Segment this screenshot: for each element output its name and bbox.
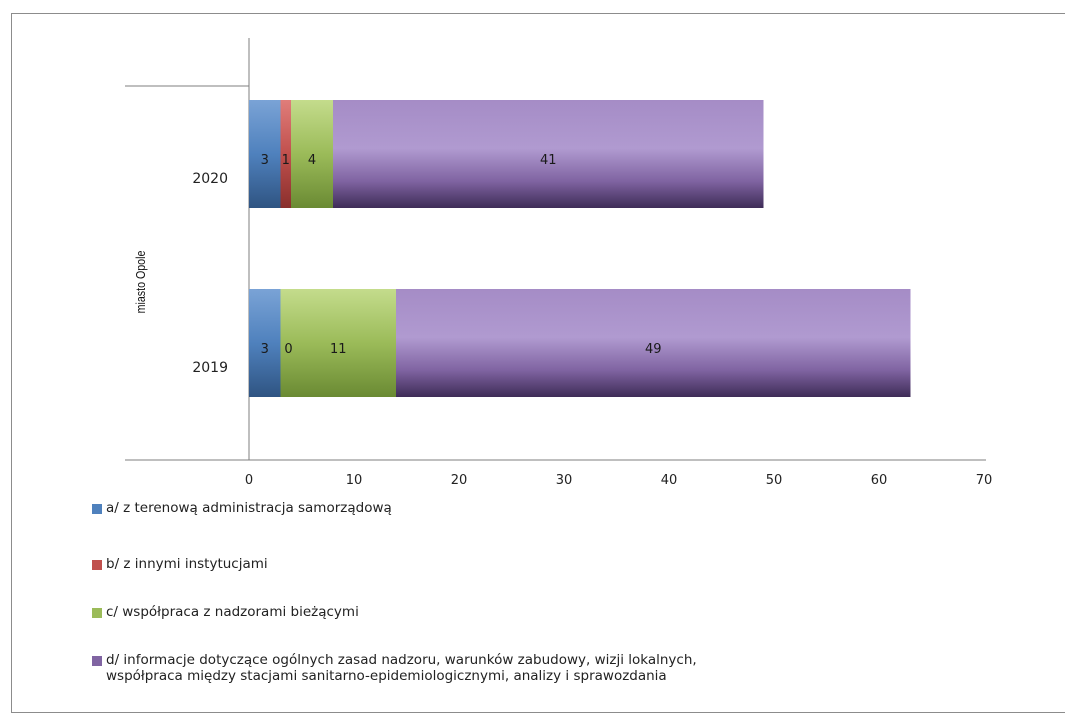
- x-tick-label: 60: [871, 473, 888, 488]
- x-tick-label: 70: [976, 473, 993, 488]
- data-label: 1: [282, 153, 290, 168]
- x-tick-label: 10: [346, 473, 363, 488]
- legend-label: b/ z innymi instytucjami: [106, 556, 268, 572]
- y-category-label: 2019: [192, 360, 228, 376]
- bar-segment: [396, 289, 911, 397]
- y-category-label: 2020: [192, 171, 228, 187]
- legend-swatch: [92, 560, 102, 570]
- data-label: 41: [540, 153, 557, 168]
- legend-swatch: [92, 504, 102, 514]
- data-label: 3: [261, 153, 269, 168]
- bar-segment: [333, 100, 764, 208]
- bar-segment: [291, 100, 333, 208]
- legend-label: a/ z terenową administracja samorządową: [106, 500, 392, 516]
- bar-segment: [280, 289, 396, 397]
- bar-segment: [280, 100, 291, 208]
- data-label: 11: [330, 342, 347, 357]
- x-tick-label: 0: [245, 473, 253, 488]
- legend-label: c/ współpraca z nadzorami bieżącymi: [106, 604, 359, 620]
- chart-bars: [249, 100, 911, 397]
- data-label: 4: [308, 153, 316, 168]
- x-tick-label: 20: [451, 473, 468, 488]
- data-label: 0: [284, 342, 292, 357]
- legend-label: d/ informacje dotyczące ogólnych zasad n…: [106, 652, 697, 684]
- x-tick-label: 50: [766, 473, 783, 488]
- legend-swatch: [92, 656, 102, 666]
- x-tick-label: 30: [556, 473, 573, 488]
- bar-segment: [249, 289, 281, 397]
- y-group-label: miasto Opole: [133, 250, 148, 313]
- data-label: 3: [261, 342, 269, 357]
- data-label: 49: [645, 342, 662, 357]
- x-tick-label: 40: [661, 473, 678, 488]
- legend-swatch: [92, 608, 102, 618]
- bar-segment: [249, 100, 281, 208]
